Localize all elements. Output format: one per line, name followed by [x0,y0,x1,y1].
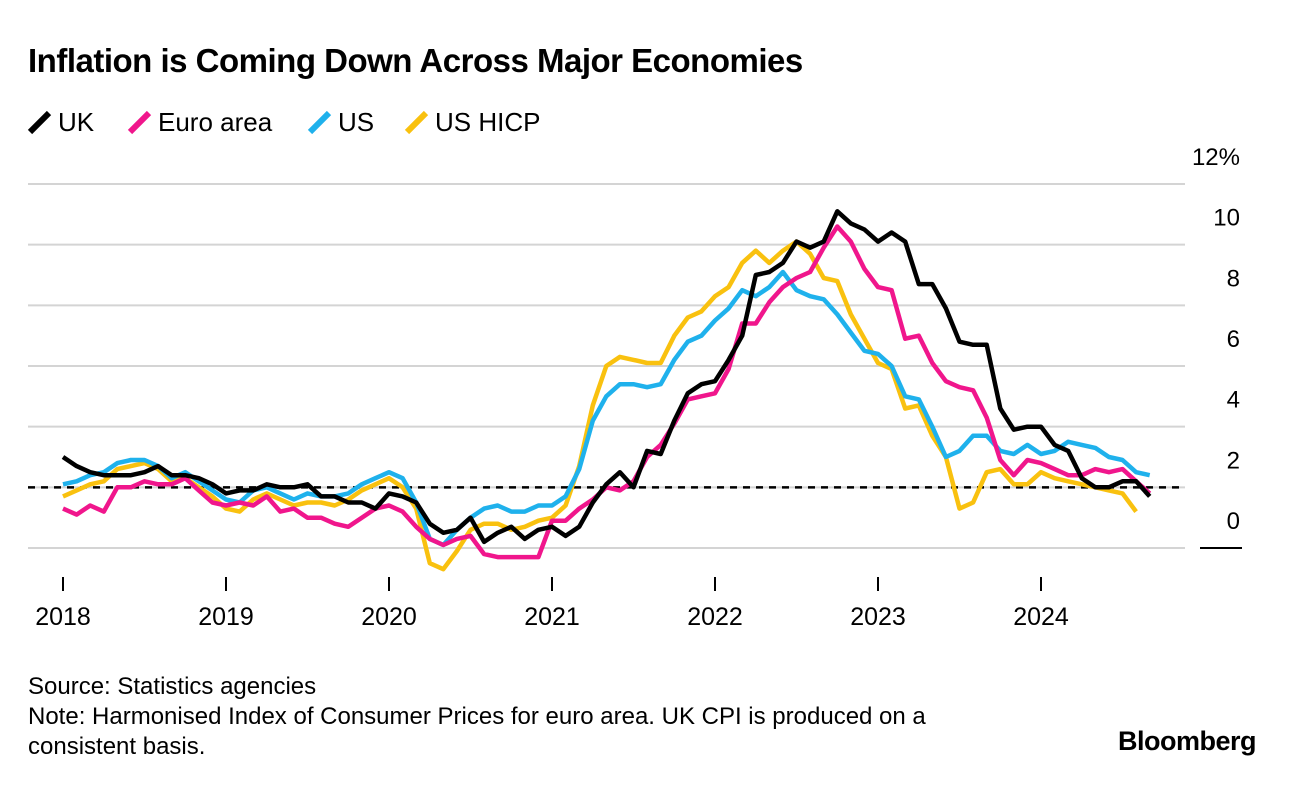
series-line [62,239,1138,572]
legend-swatch [27,110,52,135]
y-tick-label: 6 [1227,326,1240,353]
x-tick-label: 2021 [524,603,580,631]
legend-swatch [404,110,429,135]
y-tick-label: 8 [1227,265,1240,292]
series-line [62,269,1151,548]
x-tick-label: 2020 [361,603,417,631]
series-line [62,224,1152,560]
series-line [61,209,1152,545]
x-tick-label: 2023 [850,603,906,631]
x-tick-label: 2024 [1013,603,1069,631]
note: Note: Harmonised Index of Consumer Price… [28,703,926,760]
legend-label: US [338,107,374,137]
y-tick-label: 10 [1213,205,1240,232]
source: Source: Statistics agencies [28,673,317,700]
x-tick-label: 2022 [687,603,743,631]
legend-label: UK [58,107,95,137]
brand-logo: Bloomberg [1117,726,1257,756]
x-tick-label: 2018 [35,603,91,631]
legend-label: US HICP [435,107,540,137]
y-tick-label: 0 [1227,508,1240,535]
chart-title: Inflation is Coming Down Across Major Ec… [28,42,803,79]
y-tick-label: 2 [1227,447,1240,474]
footer: Source: Statistics agencies Note: Harmon… [28,672,1028,762]
legend-label: Euro area [158,107,273,137]
legend-swatch [127,110,152,135]
legend-swatch [307,110,332,135]
x-tick-label: 2019 [198,603,254,631]
y-tick-label: 12% [1192,144,1240,171]
y-tick-label: 4 [1227,387,1240,414]
